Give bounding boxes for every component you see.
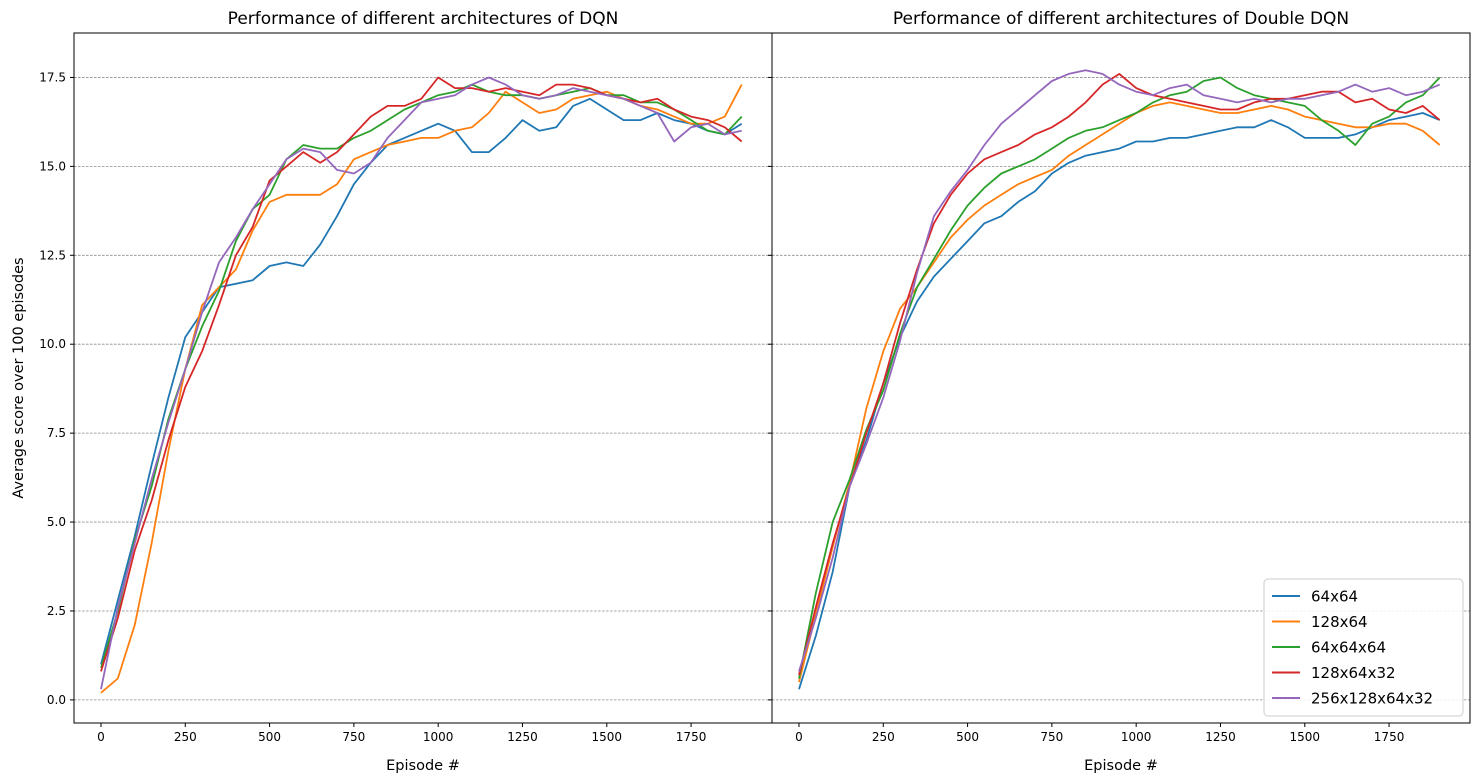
series-line-128x64 bbox=[798, 101, 1441, 683]
plot-frame bbox=[73, 32, 773, 724]
x-tick-label: 750 bbox=[1040, 730, 1063, 744]
x-tick-label: 1000 bbox=[423, 730, 454, 744]
y-tick-label: 15.0 bbox=[39, 159, 66, 173]
y-tick-label: 12.5 bbox=[39, 248, 66, 262]
x-tick-label: 500 bbox=[258, 730, 281, 744]
y-tick-label: 0.0 bbox=[47, 693, 66, 707]
x-axis-label: Episode # bbox=[386, 758, 460, 774]
series-line-128x64x32 bbox=[798, 73, 1441, 676]
legend-label: 256x128x64x32 bbox=[1311, 690, 1433, 708]
legend-label: 128x64 bbox=[1311, 613, 1368, 631]
x-tick-label: 1250 bbox=[1205, 730, 1236, 744]
series-line-128x64 bbox=[100, 84, 743, 694]
x-tick-label: 750 bbox=[342, 730, 365, 744]
series-line-256x128x64x32 bbox=[100, 76, 742, 690]
x-tick-label: 250 bbox=[174, 730, 197, 744]
series-line-64x64 bbox=[798, 112, 1441, 690]
legend-label: 128x64x32 bbox=[1311, 664, 1396, 682]
x-axis-label: Episode # bbox=[1084, 758, 1158, 774]
plot-frame bbox=[771, 32, 1471, 724]
legend-box bbox=[1263, 578, 1464, 717]
chart-title: Performance of different architectures o… bbox=[228, 9, 619, 29]
y-axis-label: Average score over 100 episodes bbox=[11, 257, 27, 498]
x-tick-label: 1500 bbox=[1289, 730, 1320, 744]
chart-title: Performance of different architectures o… bbox=[893, 9, 1349, 29]
series-line-256x128x64x32 bbox=[798, 69, 1441, 672]
y-tick-label: 17.5 bbox=[39, 70, 66, 84]
x-tick-label: 250 bbox=[872, 730, 895, 744]
legend-label: 64x64x64 bbox=[1311, 639, 1386, 657]
x-tick-label: 1500 bbox=[591, 730, 622, 744]
series-line-64x64x64 bbox=[100, 83, 743, 669]
x-tick-label: 1000 bbox=[1121, 730, 1152, 744]
series-line-128x64x32 bbox=[100, 76, 743, 672]
y-tick-label: 2.5 bbox=[47, 604, 66, 618]
x-tick-label: 0 bbox=[795, 730, 803, 744]
x-tick-label: 0 bbox=[97, 730, 105, 744]
chart-panel-1: 0 250 500 750 1000 1250 1500 1750 0.0 2.5 5.0 7.5 10… bbox=[11, 9, 773, 774]
legend: 64x64 128x64 64x64x64 128x64x32 256x128x64x3… bbox=[1263, 578, 1464, 717]
x-tick-label: 1250 bbox=[507, 730, 538, 744]
chart-panel-2: 0 250 500 750 1000 1250 1500 1750 Performance of… bbox=[768, 9, 1471, 774]
y-tick-label: 7.5 bbox=[47, 426, 66, 440]
y-tick-label: 10.0 bbox=[39, 337, 66, 351]
x-tick-label: 500 bbox=[956, 730, 979, 744]
y-tick-label: 5.0 bbox=[47, 515, 66, 529]
series-line-64x64 bbox=[100, 97, 743, 665]
legend-label: 64x64 bbox=[1311, 588, 1358, 606]
x-tick-label: 1750 bbox=[1374, 730, 1405, 744]
x-tick-label: 1750 bbox=[676, 730, 707, 744]
